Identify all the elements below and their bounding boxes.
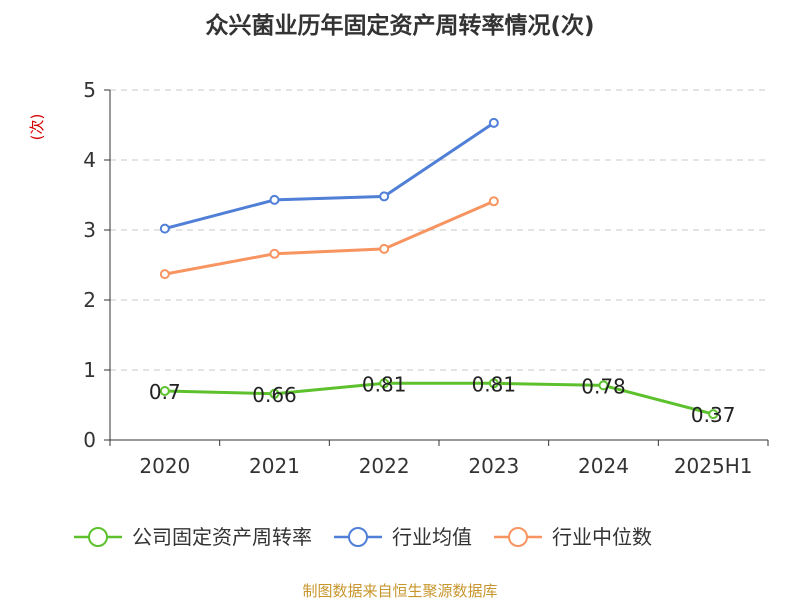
data-point[interactable] bbox=[708, 409, 719, 420]
y-axis-label: (次) bbox=[28, 114, 46, 141]
data-point[interactable] bbox=[488, 196, 499, 207]
x-tick-label: 2021 bbox=[249, 454, 300, 478]
legend[interactable]: 公司固定资产周转率 行业均值 行业中位数 bbox=[74, 525, 652, 549]
data-point[interactable] bbox=[488, 378, 499, 389]
series-2 bbox=[159, 117, 499, 234]
legend-marker bbox=[88, 527, 108, 547]
legend-label: 行业均值 bbox=[392, 525, 472, 549]
axes: 0 1 2 3 4 5 2020 2021 2022 2023 2024 2025H1 bbox=[83, 78, 769, 478]
chart-title: 众兴菌业历年固定资产周转率情况(次) bbox=[205, 12, 594, 39]
legend-label: 行业中位数 bbox=[552, 525, 652, 549]
data-labels: 0.7 0.66 0.81 0.81 0.78 0.37 bbox=[149, 372, 736, 427]
y-tick-label: 5 bbox=[83, 78, 96, 102]
data-point[interactable] bbox=[598, 380, 609, 391]
y-tick-label: 3 bbox=[83, 218, 96, 242]
data-point[interactable] bbox=[159, 269, 170, 280]
data-point[interactable] bbox=[269, 388, 280, 399]
x-tick-label: 2020 bbox=[139, 454, 190, 478]
data-point[interactable] bbox=[159, 223, 170, 234]
data-label: 0.66 bbox=[252, 383, 297, 407]
data-point[interactable] bbox=[488, 117, 499, 128]
data-label: 0.78 bbox=[581, 374, 626, 398]
data-label: 0.81 bbox=[472, 372, 517, 396]
data-point[interactable] bbox=[159, 386, 170, 396]
grid-lines bbox=[110, 89, 768, 371]
y-tick-label: 0 bbox=[83, 428, 96, 452]
legend-item-3[interactable]: 行业中位数 bbox=[494, 525, 652, 549]
series-line bbox=[164, 381, 714, 416]
series-line bbox=[164, 199, 495, 276]
series-line bbox=[164, 121, 495, 231]
legend-item-2[interactable]: 行业均值 bbox=[334, 525, 472, 549]
x-tick-label: 2024 bbox=[578, 454, 629, 478]
x-tick-label: 2025H1 bbox=[674, 454, 753, 478]
data-point[interactable] bbox=[379, 243, 390, 254]
series-3 bbox=[159, 196, 499, 280]
data-label: 0.81 bbox=[362, 372, 407, 396]
series-1 bbox=[159, 378, 719, 420]
series-group bbox=[159, 117, 719, 420]
y-tick-label: 4 bbox=[83, 148, 96, 172]
legend-marker bbox=[348, 527, 368, 547]
legend-marker bbox=[508, 527, 528, 547]
data-label: 0.37 bbox=[691, 403, 736, 427]
data-point[interactable] bbox=[269, 194, 280, 205]
data-point[interactable] bbox=[269, 248, 280, 259]
x-tick-label: 2023 bbox=[468, 454, 519, 478]
legend-label: 公司固定资产周转率 bbox=[132, 525, 312, 549]
y-tick-label: 1 bbox=[83, 358, 96, 382]
legend-item-1[interactable]: 公司固定资产周转率 bbox=[74, 525, 312, 549]
data-point[interactable] bbox=[379, 378, 390, 389]
data-label: 0.7 bbox=[149, 380, 181, 404]
source-note: 制图数据来自恒生聚源数据库 bbox=[302, 582, 497, 600]
x-tick-label: 2022 bbox=[359, 454, 410, 478]
data-point[interactable] bbox=[379, 191, 390, 202]
y-tick-label: 2 bbox=[83, 288, 96, 312]
